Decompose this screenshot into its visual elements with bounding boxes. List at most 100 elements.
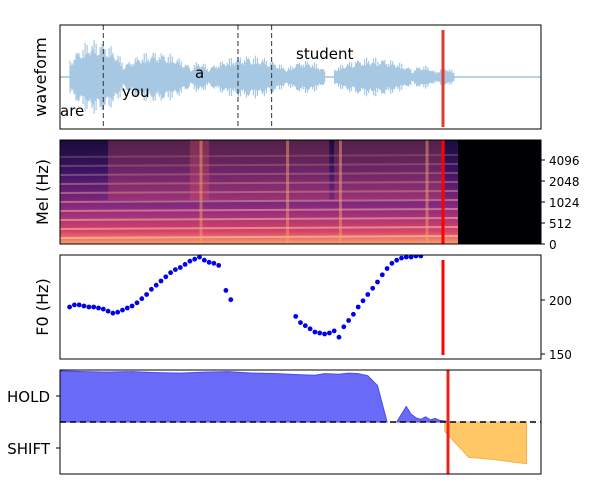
f0-point-27	[197, 255, 202, 260]
f0-point-22	[173, 267, 178, 272]
waveform-ylabel: waveform	[31, 37, 50, 117]
mel-harmonic-band	[60, 181, 459, 185]
word-label-you: you	[122, 83, 150, 101]
f0-point-52	[379, 272, 385, 278]
f0-point-29	[206, 259, 212, 265]
mel-harmonic-band	[60, 226, 459, 230]
f0-point-11	[120, 307, 125, 313]
f0-point-7	[100, 306, 106, 312]
mel-energy-region-2	[286, 140, 330, 200]
f0-point-18	[153, 282, 159, 288]
mel-ytick-512: 512	[549, 217, 572, 231]
hold-area-1	[395, 405, 450, 423]
f0-point-1	[72, 302, 77, 308]
f0-point-41	[327, 330, 332, 336]
mel-energy-region-0	[108, 140, 210, 200]
mel-harmonic-band	[60, 217, 459, 221]
f0-point-4	[86, 304, 92, 310]
f0-point-43	[336, 334, 342, 340]
f0-point-37	[307, 326, 313, 332]
mel-harmonic-band	[60, 163, 459, 167]
f0-axes-frame	[59, 254, 542, 360]
word-boundaries	[102, 25, 273, 129]
f0-point-56	[399, 255, 404, 261]
f0-point-58	[408, 255, 414, 260]
mel-ytick-1024: 1024	[549, 196, 580, 210]
word-label-a: a	[195, 64, 204, 82]
waveform-trace	[60, 40, 541, 114]
f0-point-9	[110, 310, 116, 316]
f0-point-0	[67, 304, 72, 310]
f0-point-42	[331, 328, 337, 334]
waveform-plot	[60, 40, 541, 114]
f0-point-57	[403, 255, 409, 260]
f0-point-47	[355, 304, 361, 310]
f0-ytick-150: 150	[549, 348, 572, 362]
f0-point-30	[211, 260, 217, 266]
waveform-panel: are you a student waveform	[31, 24, 542, 130]
f0-ylabel: F0 (Hz)	[33, 278, 52, 335]
mel-spectrogram	[60, 140, 541, 244]
mel-ytick-4096: 4096	[549, 154, 580, 168]
f0-point-54	[389, 260, 395, 266]
waveform-axes-frame	[59, 24, 542, 130]
f0-point-19	[158, 278, 164, 284]
f0-point-55	[394, 257, 400, 263]
f0-point-10	[115, 309, 121, 315]
mel-harmonic-band	[60, 190, 459, 194]
turn-axes-frame	[59, 369, 542, 475]
f0-point-39	[317, 330, 323, 336]
f0-point-23	[177, 265, 183, 270]
f0-point-6	[96, 305, 101, 311]
mel-energy-region-1	[189, 140, 287, 200]
mel-ytick-2048: 2048	[549, 175, 580, 189]
f0-point-40	[322, 331, 327, 337]
mel-onset-1	[286, 140, 290, 244]
f0-point-35	[298, 320, 303, 325]
f0-panel: 200 150 F0 (Hz)	[33, 254, 572, 362]
f0-scatter	[67, 255, 424, 340]
turn-panel: HOLD SHIFT	[7, 369, 542, 475]
f0-point-28	[201, 257, 207, 263]
f0-point-15	[139, 296, 145, 302]
mel-onset-0	[199, 140, 203, 244]
f0-point-24	[182, 262, 188, 267]
f0-point-21	[168, 270, 174, 276]
mel-ylabel: Mel (Hz)	[33, 159, 52, 225]
f0-point-49	[365, 292, 371, 297]
f0-point-16	[144, 292, 150, 297]
shift-area	[444, 421, 528, 465]
mel-axes-frame	[59, 139, 542, 245]
f0-point-20	[163, 274, 169, 280]
mel-panel: 0 512 1024 2048 4096 Mel (Hz)	[33, 139, 580, 252]
f0-point-32	[223, 288, 229, 293]
mel-harmonic-band	[60, 172, 459, 176]
word-label-student: student	[296, 45, 353, 63]
mel-harmonic-band	[60, 199, 459, 203]
f0-point-38	[312, 329, 318, 335]
f0-point-31	[216, 263, 222, 268]
mel-onset-3	[425, 140, 429, 244]
mel-harmonic-band	[60, 235, 459, 239]
word-label-are: are	[60, 102, 84, 120]
mel-harmonic-band	[60, 154, 459, 158]
f0-point-5	[91, 304, 97, 310]
hold-shift-area	[60, 370, 528, 465]
f0-point-3	[81, 303, 87, 309]
f0-point-26	[192, 256, 198, 262]
f0-yticks: 200 150	[541, 294, 572, 362]
f0-point-14	[134, 300, 140, 306]
ytick-hold: HOLD	[7, 388, 50, 406]
mel-harmonic-band	[60, 208, 459, 212]
f0-point-13	[129, 303, 135, 309]
f0-point-59	[413, 255, 419, 259]
f0-point-51	[375, 279, 380, 285]
f0-point-2	[76, 302, 82, 308]
hold-area-0	[60, 370, 388, 423]
f0-ytick-200: 200	[549, 294, 572, 308]
ytick-shift: SHIFT	[7, 440, 51, 458]
f0-point-50	[370, 285, 376, 291]
mel-onset-2	[338, 140, 342, 244]
f0-point-8	[105, 308, 111, 314]
